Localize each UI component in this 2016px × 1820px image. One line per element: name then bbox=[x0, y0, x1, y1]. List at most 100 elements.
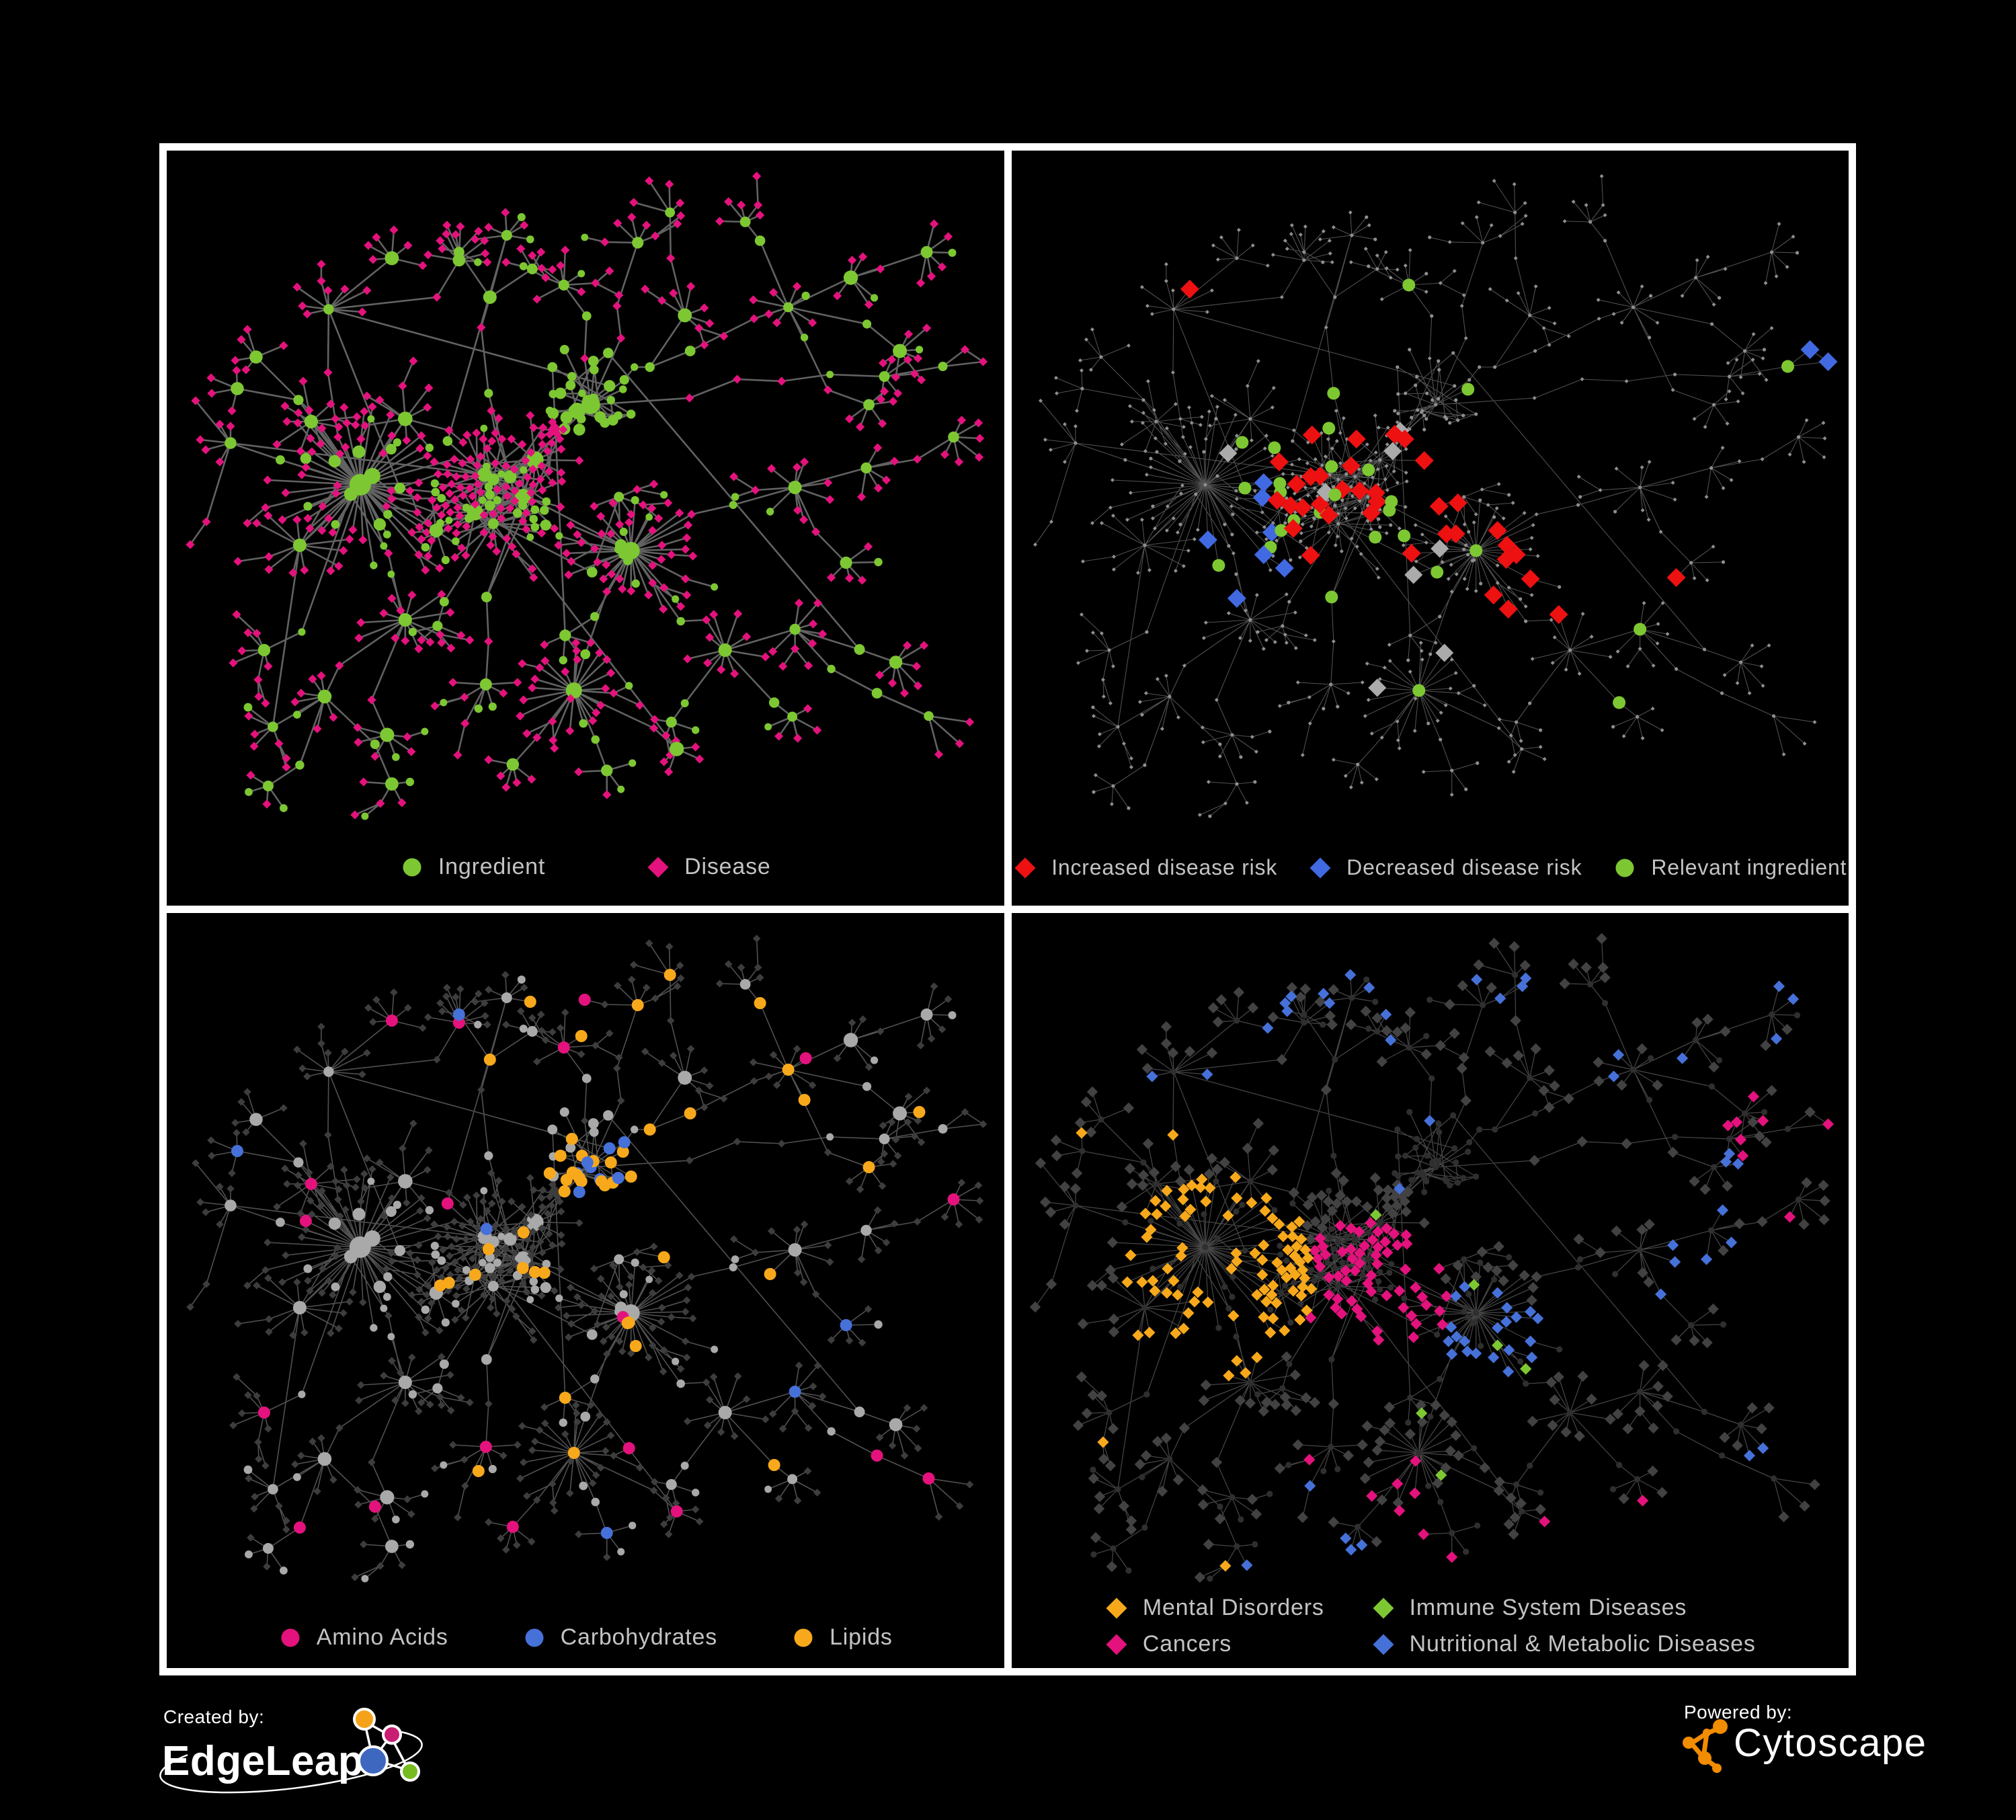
network-node bbox=[1084, 649, 1089, 653]
network-node bbox=[1072, 1202, 1079, 1209]
network-node bbox=[547, 425, 557, 434]
network-node bbox=[602, 790, 612, 799]
network-node bbox=[557, 444, 566, 454]
network-node bbox=[1141, 1304, 1148, 1311]
network-node bbox=[1463, 543, 1467, 547]
network-node bbox=[452, 993, 460, 1001]
network-node bbox=[317, 276, 326, 286]
network-node bbox=[1372, 1334, 1384, 1346]
network-node bbox=[729, 472, 739, 481]
network-node bbox=[578, 389, 586, 397]
network-node bbox=[472, 428, 481, 438]
network-node bbox=[561, 667, 570, 676]
network-node bbox=[543, 1167, 556, 1179]
network-node bbox=[1098, 1453, 1109, 1465]
network-node bbox=[700, 340, 709, 350]
network-node bbox=[1702, 647, 1706, 651]
network-node bbox=[1331, 639, 1336, 643]
network-node bbox=[424, 1214, 432, 1222]
network-node bbox=[1612, 1049, 1624, 1061]
network-node bbox=[1307, 695, 1312, 699]
network-node bbox=[1148, 465, 1153, 469]
network-node bbox=[1765, 1084, 1777, 1097]
network-node bbox=[1141, 1062, 1153, 1074]
network-node bbox=[497, 1534, 505, 1542]
network-node bbox=[1233, 1543, 1240, 1550]
network-node bbox=[1300, 1304, 1312, 1316]
network-node bbox=[378, 448, 388, 458]
network-node bbox=[1295, 1290, 1307, 1302]
network-node bbox=[1099, 521, 1104, 525]
network-node bbox=[1371, 998, 1378, 1005]
network-node bbox=[1172, 1474, 1184, 1486]
network-node bbox=[1611, 1408, 1623, 1420]
network-node bbox=[348, 525, 358, 535]
network-node bbox=[1093, 773, 1098, 777]
network-node bbox=[711, 1345, 719, 1353]
network-node bbox=[406, 1249, 414, 1257]
network-node bbox=[1327, 1443, 1334, 1450]
network-node bbox=[1472, 1310, 1479, 1316]
network-node bbox=[1740, 391, 1745, 395]
network-node bbox=[403, 732, 412, 742]
network-node bbox=[691, 726, 700, 734]
network-node bbox=[1373, 1184, 1384, 1196]
network-node bbox=[1379, 297, 1384, 301]
network-node bbox=[1448, 1530, 1455, 1536]
network-node bbox=[1436, 359, 1440, 363]
network-node bbox=[1325, 1187, 1332, 1194]
network-node bbox=[1512, 182, 1517, 186]
network-node bbox=[1757, 1442, 1769, 1454]
network-node bbox=[600, 237, 610, 247]
network-node bbox=[1285, 247, 1289, 251]
circle-marker-icon bbox=[1615, 859, 1634, 877]
network-node bbox=[1654, 1288, 1666, 1300]
network-node bbox=[1360, 1005, 1371, 1017]
network-node bbox=[496, 504, 506, 513]
network-node bbox=[1271, 1257, 1283, 1269]
network-node bbox=[427, 536, 436, 545]
network-node bbox=[1408, 248, 1412, 252]
network-node bbox=[1585, 1393, 1597, 1405]
network-node bbox=[1320, 1468, 1326, 1474]
network-node bbox=[1184, 1203, 1196, 1216]
network-node bbox=[808, 1081, 817, 1089]
network-node bbox=[1043, 438, 1047, 442]
network-node bbox=[799, 515, 809, 524]
network-node bbox=[1428, 1159, 1435, 1166]
network-node bbox=[326, 399, 335, 409]
network-node bbox=[526, 1026, 538, 1037]
network-node bbox=[351, 1573, 359, 1581]
network-node bbox=[1074, 409, 1079, 413]
network-node bbox=[1269, 452, 1289, 471]
network-node bbox=[1580, 961, 1592, 974]
network-node bbox=[550, 744, 559, 753]
cytoscape-wordmark: Cytoscape bbox=[1734, 1721, 1927, 1765]
network-node bbox=[682, 1296, 691, 1304]
network-node bbox=[1180, 280, 1199, 299]
network-node bbox=[913, 1218, 922, 1226]
network-node bbox=[468, 491, 477, 501]
network-node bbox=[1316, 1222, 1328, 1234]
network-node bbox=[1725, 1236, 1737, 1249]
network-node bbox=[934, 1513, 943, 1521]
network-node bbox=[1458, 1281, 1470, 1293]
network-node bbox=[451, 230, 460, 239]
network-node bbox=[1229, 1273, 1236, 1280]
network-node bbox=[1719, 1025, 1731, 1037]
network-node bbox=[1097, 732, 1102, 736]
network-node bbox=[1160, 1037, 1172, 1050]
network-node bbox=[1723, 1148, 1735, 1160]
network-node bbox=[1763, 281, 1768, 285]
network-node bbox=[1391, 1199, 1402, 1212]
network-node bbox=[1331, 1254, 1338, 1261]
network-node bbox=[608, 498, 618, 508]
network-node bbox=[493, 496, 501, 505]
network-node bbox=[1319, 431, 1324, 435]
network-node bbox=[639, 500, 648, 510]
network-node bbox=[1074, 1117, 1086, 1129]
network-node bbox=[1634, 1476, 1640, 1482]
network-node bbox=[1461, 547, 1465, 551]
network-node bbox=[1382, 1184, 1394, 1196]
network-node bbox=[442, 1264, 450, 1272]
